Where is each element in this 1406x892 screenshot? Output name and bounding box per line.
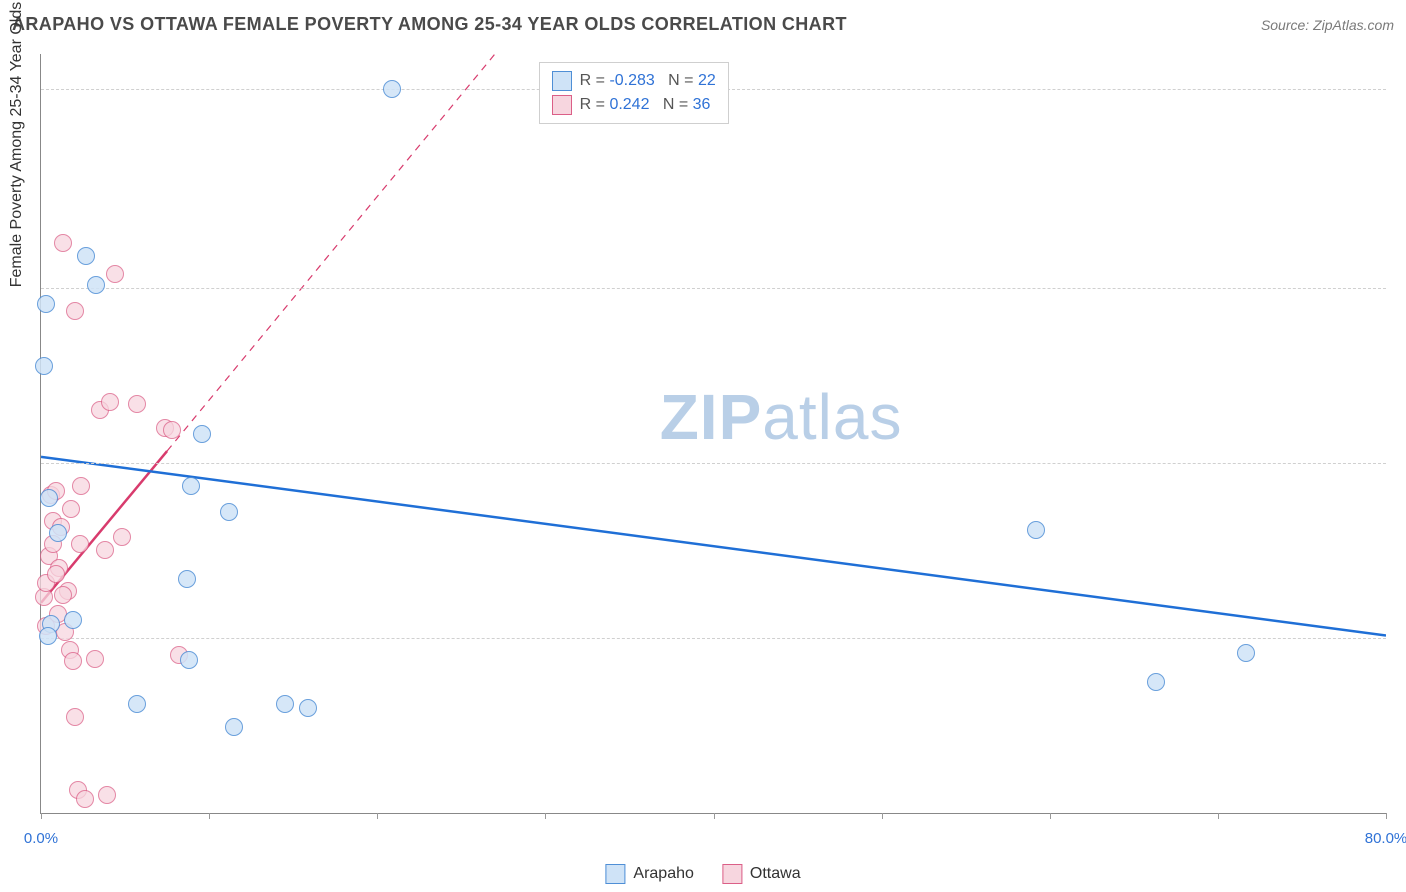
arapaho-point: [39, 627, 57, 645]
ottawa-point: [128, 395, 146, 413]
ottawa-point: [76, 790, 94, 808]
legend-item: Ottawa: [722, 864, 801, 884]
arapaho-trend-line: [41, 457, 1386, 636]
ottawa-point: [163, 421, 181, 439]
legend-swatch: [552, 95, 572, 115]
arapaho-point: [128, 695, 146, 713]
ottawa-point: [96, 541, 114, 559]
plot-area: 0.0%80.0%15.0%30.0%45.0%60.0%ZIPatlasR =…: [40, 54, 1386, 814]
ottawa-point: [101, 393, 119, 411]
legend-swatch: [552, 71, 572, 91]
x-tick: [714, 813, 715, 819]
legend-label: Arapaho: [633, 865, 694, 883]
correlation-text: R = -0.283 N = 22: [580, 69, 716, 93]
x-tick: [545, 813, 546, 819]
x-tick: [41, 813, 42, 819]
ottawa-point: [72, 477, 90, 495]
trend-lines-layer: [41, 54, 1386, 813]
correlation-text: R = 0.242 N = 36: [580, 93, 711, 117]
ottawa-point: [66, 302, 84, 320]
legend-label: Ottawa: [750, 865, 801, 883]
gridline-h: [41, 288, 1386, 289]
gridline-h: [41, 638, 1386, 639]
x-tick-label: 0.0%: [24, 830, 58, 847]
ottawa-point: [71, 535, 89, 553]
ottawa-trend-line-extrapolated: [167, 54, 495, 451]
arapaho-point: [383, 80, 401, 98]
x-tick-label: 80.0%: [1365, 830, 1406, 847]
arapaho-point: [193, 425, 211, 443]
chart-title: ARAPAHO VS OTTAWA FEMALE POVERTY AMONG 2…: [12, 14, 847, 35]
arapaho-point: [87, 276, 105, 294]
arapaho-point: [1027, 521, 1045, 539]
ottawa-point: [106, 265, 124, 283]
arapaho-point: [35, 357, 53, 375]
ottawa-point: [98, 786, 116, 804]
ottawa-point: [54, 586, 72, 604]
correlation-legend-row: R = -0.283 N = 22: [552, 69, 716, 93]
ottawa-point: [54, 234, 72, 252]
arapaho-point: [1237, 644, 1255, 662]
arapaho-point: [1147, 673, 1165, 691]
ottawa-point: [47, 565, 65, 583]
ottawa-point: [62, 500, 80, 518]
correlation-legend-row: R = 0.242 N = 36: [552, 93, 716, 117]
y-axis-label: Female Poverty Among 25-34 Year Olds: [8, 2, 26, 288]
gridline-h: [41, 463, 1386, 464]
arapaho-point: [64, 611, 82, 629]
ottawa-point: [113, 528, 131, 546]
arapaho-point: [180, 651, 198, 669]
ottawa-point: [66, 708, 84, 726]
x-tick: [377, 813, 378, 819]
arapaho-point: [77, 247, 95, 265]
arapaho-point: [49, 524, 67, 542]
series-legend: Arapaho Ottawa: [605, 864, 800, 884]
correlation-legend: R = -0.283 N = 22R = 0.242 N = 36: [539, 62, 729, 124]
legend-swatch: [722, 864, 742, 884]
legend-item: Arapaho: [605, 864, 694, 884]
ottawa-point: [86, 650, 104, 668]
watermark: ZIPatlas: [660, 380, 903, 454]
x-tick: [1218, 813, 1219, 819]
x-tick: [209, 813, 210, 819]
arapaho-point: [220, 503, 238, 521]
legend-swatch: [605, 864, 625, 884]
x-tick: [1050, 813, 1051, 819]
arapaho-point: [276, 695, 294, 713]
arapaho-point: [182, 477, 200, 495]
x-tick: [1386, 813, 1387, 819]
source-attribution: Source: ZipAtlas.com: [1261, 17, 1394, 33]
chart-header: ARAPAHO VS OTTAWA FEMALE POVERTY AMONG 2…: [12, 14, 1394, 35]
arapaho-point: [299, 699, 317, 717]
x-tick: [882, 813, 883, 819]
arapaho-point: [37, 295, 55, 313]
arapaho-point: [178, 570, 196, 588]
ottawa-point: [64, 652, 82, 670]
arapaho-point: [40, 489, 58, 507]
arapaho-point: [225, 718, 243, 736]
